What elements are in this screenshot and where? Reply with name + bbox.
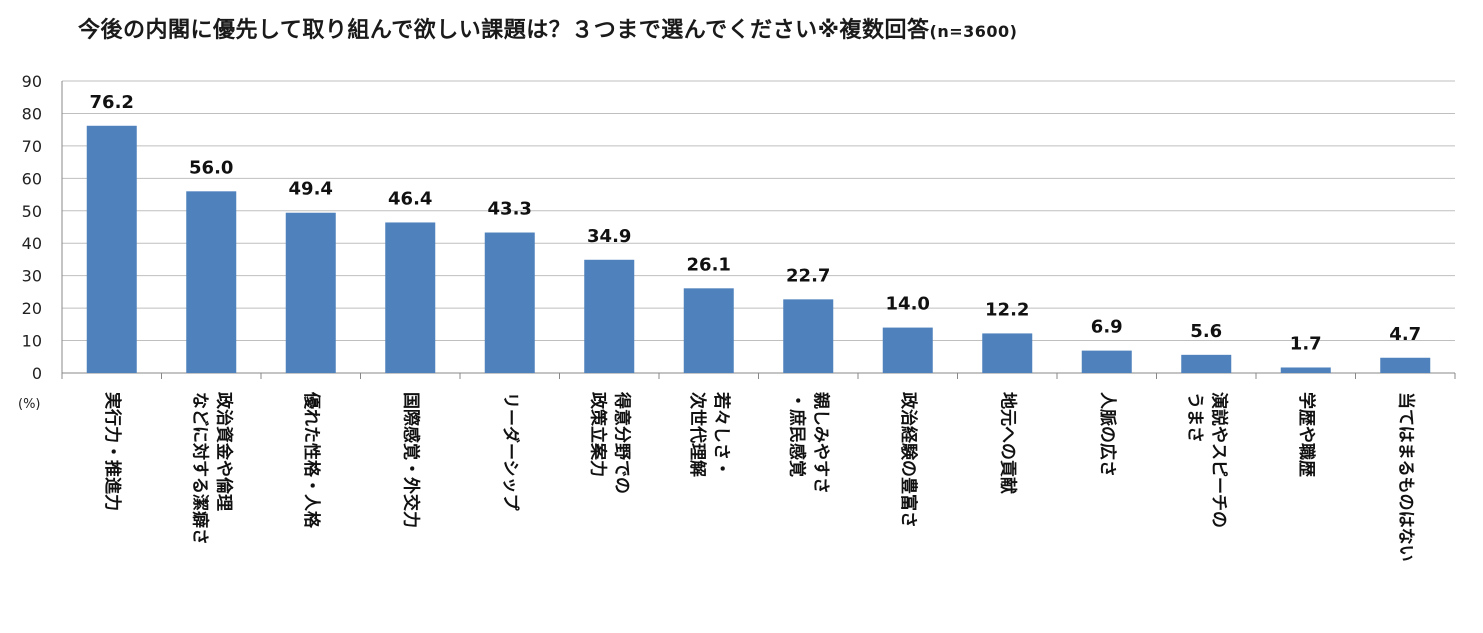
x-category-label: 地元への貢献 bbox=[997, 392, 1018, 494]
bar bbox=[86, 125, 137, 373]
bar bbox=[1181, 354, 1232, 373]
bar-layer bbox=[86, 125, 1431, 373]
data-label: 4.7 bbox=[1389, 324, 1421, 345]
y-tick-label: 0 bbox=[32, 364, 42, 383]
x-category-label: 人脈の広さ bbox=[1097, 392, 1118, 477]
x-category-label: などに対する潔癖さ bbox=[189, 392, 210, 545]
x-category-label: リーダーシップ bbox=[500, 392, 521, 512]
data-label: 1.7 bbox=[1290, 333, 1322, 354]
chart-title-text: 今後の内閣に優先して取り組んで欲しい課題は？３つまで選んでください※複数回答 bbox=[78, 18, 930, 43]
data-label: 14.0 bbox=[886, 294, 930, 315]
bar bbox=[882, 327, 933, 373]
x-category-label: 学歴や職歴 bbox=[1296, 392, 1317, 477]
bar bbox=[484, 232, 535, 373]
bar bbox=[683, 288, 734, 373]
x-category-label: 親しみやすさ bbox=[810, 392, 831, 494]
x-category-label: ・庶民感覚 bbox=[786, 392, 807, 477]
x-category-label: 若々しさ・ bbox=[711, 391, 732, 477]
data-label: 34.9 bbox=[587, 226, 631, 247]
grid-layer bbox=[61, 80, 1456, 379]
x-category-label: うまさ bbox=[1184, 392, 1204, 443]
x-category-label: 次世代理解 bbox=[687, 392, 708, 477]
bar bbox=[285, 212, 336, 373]
data-label: 22.7 bbox=[786, 265, 830, 286]
bar bbox=[1380, 357, 1431, 373]
bar bbox=[783, 299, 834, 373]
x-category-label: 当てはまるものはない bbox=[1395, 392, 1416, 562]
x-category-label: 優れた性格・人格 bbox=[301, 391, 322, 529]
bar bbox=[584, 259, 635, 373]
unit-label: (%) bbox=[18, 397, 41, 412]
x-category-label: 演説やスピーチの bbox=[1208, 392, 1229, 528]
data-label: 76.2 bbox=[90, 92, 134, 113]
y-tick-label: 40 bbox=[22, 234, 42, 253]
y-tick-label: 10 bbox=[22, 332, 42, 351]
data-label: 46.4 bbox=[388, 188, 432, 209]
x-category-label: 政治資金や倫理 bbox=[213, 392, 234, 511]
data-label: 49.4 bbox=[289, 179, 333, 200]
y-tick-label: 50 bbox=[22, 202, 42, 221]
bar bbox=[982, 333, 1033, 373]
data-label: 12.2 bbox=[985, 299, 1029, 320]
y-tick-label: 20 bbox=[22, 299, 42, 318]
chart-title-note: (n=3600) bbox=[929, 22, 1018, 41]
x-category-label: 国際感覚・外交力 bbox=[400, 392, 421, 528]
x-category-label: 得意分野での bbox=[611, 391, 632, 494]
y-tick-label: 70 bbox=[22, 137, 42, 156]
y-tick-label: 90 bbox=[22, 72, 42, 91]
x-category-label: 政治経験の豊富さ bbox=[898, 392, 919, 528]
data-label: 6.9 bbox=[1091, 317, 1123, 338]
data-label: 56.0 bbox=[189, 157, 233, 178]
data-label: 5.6 bbox=[1190, 321, 1222, 342]
chart-title: 今後の内閣に優先して取り組んで欲しい課題は？３つまで選んでください※複数回答(n… bbox=[78, 12, 1017, 44]
bar bbox=[1081, 350, 1132, 373]
y-tick-label: 80 bbox=[22, 104, 42, 123]
bar bbox=[1280, 367, 1331, 373]
y-tick-label: 30 bbox=[22, 267, 42, 286]
y-tick-label: 60 bbox=[22, 169, 42, 188]
bar bbox=[186, 191, 237, 373]
x-category-label: 実行力・推進力 bbox=[102, 392, 123, 511]
label-layer: 0 10 20 30 40 50 60 70 80 90 (%) 76.2 実行力・推進力 56.0 政治資… bbox=[18, 72, 1421, 562]
bar bbox=[385, 222, 436, 373]
x-category-label: 政策立案力 bbox=[587, 392, 608, 477]
data-label: 43.3 bbox=[488, 199, 532, 220]
data-label: 26.1 bbox=[687, 254, 731, 275]
